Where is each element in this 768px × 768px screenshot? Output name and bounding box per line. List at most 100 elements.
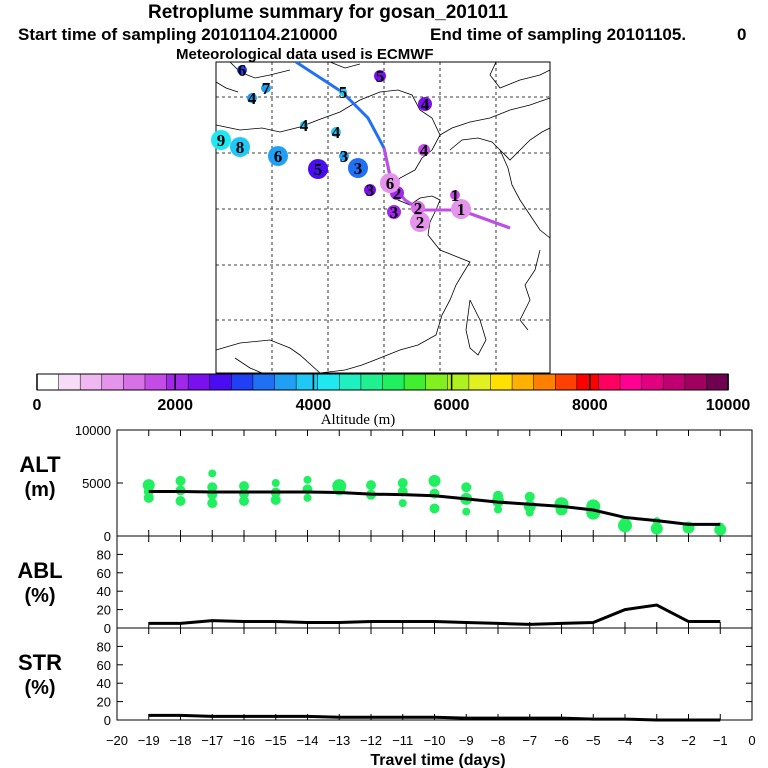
colorbar-swatch bbox=[403, 373, 427, 391]
panel-abl: 0 20 40 60 80 ABL(%) bbox=[17, 535, 753, 636]
altitude-point bbox=[208, 469, 217, 478]
trajectory-point: 4 bbox=[418, 95, 432, 114]
panel-unit: (m) bbox=[24, 479, 55, 501]
trajectory-point: 4 bbox=[300, 116, 309, 135]
colorbar-ticks: 0 2000 4000 6000 8000 10000 bbox=[33, 374, 750, 414]
trajectory-point-label: 7 bbox=[262, 79, 271, 98]
x-tick-label: −7 bbox=[522, 733, 537, 748]
x-tick-label: −8 bbox=[491, 733, 506, 748]
y-tick-label: 60 bbox=[97, 658, 111, 673]
panel-frame bbox=[116, 535, 753, 629]
end-time-text: End time of sampling 20101105. bbox=[430, 25, 687, 44]
series-line-alt bbox=[148, 489, 721, 526]
trajectory-point-label: 4 bbox=[248, 89, 257, 108]
trajectory-point: 6 bbox=[380, 173, 400, 193]
trajectory-point-marker bbox=[380, 173, 400, 193]
panel-unit: (%) bbox=[24, 677, 55, 699]
colorbar-swatch bbox=[209, 373, 233, 391]
colorbar-swatch bbox=[339, 373, 362, 391]
trajectory-point-marker bbox=[418, 144, 430, 156]
trajectory-point-label: 4 bbox=[300, 116, 309, 135]
end-time-suffix: 0 bbox=[737, 25, 747, 44]
trajectory-point-marker bbox=[339, 151, 349, 161]
trajectory-point-label: 5 bbox=[376, 67, 385, 86]
altitude-point bbox=[175, 496, 186, 507]
altitude-point bbox=[494, 505, 502, 514]
x-tick-label: −5 bbox=[586, 733, 601, 748]
altitude-point bbox=[270, 494, 281, 505]
altitude-point bbox=[303, 475, 312, 484]
colorbar-swatch bbox=[684, 373, 708, 391]
colorbar-swatch bbox=[123, 373, 146, 391]
y-tick-label: 20 bbox=[97, 695, 111, 710]
trajectory-point-marker bbox=[308, 159, 328, 179]
trajectory-point-label: 3 bbox=[340, 147, 349, 166]
altitude-point bbox=[366, 480, 376, 491]
trajectory-point-label: 1 bbox=[451, 186, 460, 205]
altitude-point bbox=[271, 479, 280, 487]
trajectory-point: 8 bbox=[230, 137, 250, 157]
altitude-point bbox=[429, 503, 440, 514]
x-tick-label: −13 bbox=[328, 733, 350, 748]
trajectory-point-marker bbox=[230, 137, 250, 157]
colorbar-tick-label: 6000 bbox=[434, 397, 470, 414]
altitude-point bbox=[428, 474, 441, 487]
trajectory-point-label: 5 bbox=[314, 160, 323, 179]
altitude-point bbox=[239, 481, 249, 492]
altitude-point bbox=[207, 482, 218, 493]
colorbar-swatch bbox=[252, 373, 276, 391]
trajectory-point: 4 bbox=[331, 123, 341, 142]
panel-label: STR bbox=[18, 650, 62, 675]
x-tick-label: −14 bbox=[296, 733, 318, 748]
trajectory-point-label: 3 bbox=[390, 203, 399, 222]
trajectory-point-marker bbox=[211, 130, 231, 150]
trajectory-point: 5 bbox=[374, 67, 386, 86]
panel-frame bbox=[116, 627, 753, 721]
x-tick-label: −2 bbox=[681, 733, 696, 748]
y-tick-label: 80 bbox=[97, 639, 111, 654]
altitude-point bbox=[398, 499, 407, 508]
trajectory-point-label: 2 bbox=[416, 213, 425, 232]
y-tick-label: 10000 bbox=[75, 423, 111, 438]
colorbar-swatch bbox=[295, 373, 319, 391]
colorbar-swatch bbox=[490, 373, 513, 391]
x-tick-label: −10 bbox=[423, 733, 445, 748]
trajectory-point: 2 bbox=[410, 212, 430, 232]
trajectory-point: 9 bbox=[211, 130, 231, 150]
colorbar-swatch bbox=[468, 373, 492, 391]
x-tick-label: −1 bbox=[713, 733, 728, 748]
colorbar-swatch bbox=[231, 373, 254, 391]
colorbar-swatch bbox=[425, 373, 449, 391]
y-tick-label: 40 bbox=[97, 584, 111, 599]
coastlines bbox=[215, 61, 551, 374]
colorbar-swatch bbox=[36, 373, 60, 391]
colorbar-swatch bbox=[706, 373, 729, 391]
trajectory-point-label: 9 bbox=[217, 131, 226, 150]
trajectory-point-marker bbox=[261, 83, 271, 93]
colorbar-swatch bbox=[555, 373, 578, 391]
map-frame bbox=[215, 61, 551, 374]
trajectory-point: 1 bbox=[450, 186, 460, 205]
trajectory-point-label: 2 bbox=[414, 199, 423, 218]
trajectory-point-label: 6 bbox=[274, 147, 283, 166]
trajectory-point-marker bbox=[247, 93, 257, 103]
colorbar-swatch bbox=[511, 373, 535, 391]
x-tick-label: −9 bbox=[459, 733, 474, 748]
trajectory-point-label: 2 bbox=[393, 184, 402, 203]
colorbar-swatch bbox=[274, 373, 297, 391]
trajectory-point: 3 bbox=[348, 158, 368, 178]
altitude-point bbox=[462, 507, 471, 516]
trajectory-point-marker bbox=[331, 127, 341, 137]
trajectory-point-marker bbox=[451, 199, 471, 219]
colorbar-swatch bbox=[382, 373, 405, 391]
colorbar-swatch bbox=[360, 373, 384, 391]
y-tick-label: 40 bbox=[97, 676, 111, 691]
time-series-panels: 0500010000ALT(m)020406080ABL(%)020406080… bbox=[17, 423, 755, 748]
x-tick-label: −6 bbox=[554, 733, 569, 748]
altitude-point bbox=[650, 522, 663, 535]
y-tick-label: 60 bbox=[97, 566, 111, 581]
altitude-point bbox=[461, 482, 472, 493]
